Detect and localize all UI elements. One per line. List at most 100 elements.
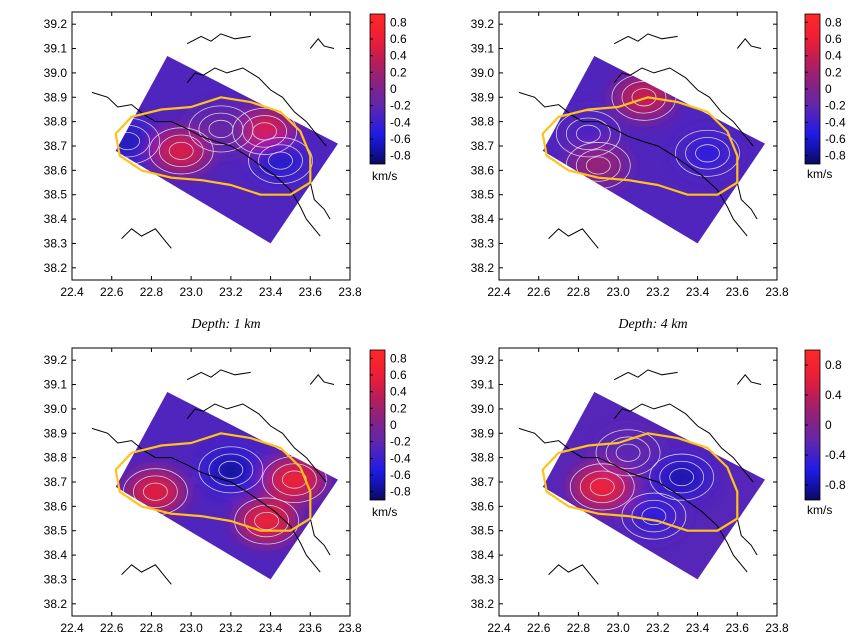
contour-1-1 <box>631 88 657 107</box>
contour-2-3 <box>649 453 715 501</box>
colorbar-tick-label: 0.8 <box>825 358 842 372</box>
x-tick-label: 22.8 <box>567 621 591 635</box>
contour-1-2 <box>579 470 625 504</box>
contour-4-3 <box>248 137 313 185</box>
y-tick-label: 39.0 <box>471 66 495 80</box>
contour-2-1 <box>695 144 720 163</box>
y-tick-label: 38.7 <box>471 475 495 489</box>
contour-1-3 <box>569 463 635 511</box>
panel-2: 38.2 38.3 38.4 38.5 38.6 38.7 38.8 38.9 39.0 39.1… <box>471 11 846 332</box>
x-tick-label: 23.8 <box>338 621 362 635</box>
velocity-field <box>115 55 339 244</box>
contour-2-2 <box>132 475 178 508</box>
colorbar-tick-label: 0.2 <box>390 401 407 415</box>
contour-4-2 <box>258 144 303 177</box>
x-tick-label: 23.4 <box>259 285 283 299</box>
coastline-4 <box>736 374 762 385</box>
resolution-outline <box>541 432 739 532</box>
y-tick-label: 38.8 <box>471 115 495 129</box>
x-tick-label: 23.6 <box>299 621 323 635</box>
y-tick-label: 39.0 <box>44 66 68 80</box>
contour-4-2 <box>575 149 621 182</box>
y-tick-label: 39.2 <box>44 353 68 367</box>
y-tick-label: 39.1 <box>471 378 495 392</box>
y-tick-label: 38.4 <box>44 548 68 562</box>
colorbar-tick-label: 0.2 <box>825 65 842 79</box>
y-tick-label: 38.9 <box>44 426 68 440</box>
background-field <box>542 391 766 580</box>
coastline-5 <box>548 228 599 249</box>
contour-4-3 <box>595 429 661 477</box>
colorbar-tick-label: 0.4 <box>390 49 407 63</box>
contour-4-1 <box>585 156 611 175</box>
y-tick-label: 38.6 <box>471 499 495 513</box>
coastline-3 <box>613 33 678 45</box>
x-tick-label: 23.4 <box>686 285 710 299</box>
contour-5-3 <box>188 105 254 153</box>
anomaly-core-2 <box>691 142 724 165</box>
panel-4: 38.2 38.3 38.4 38.5 38.6 38.7 38.8 38.9 39.0 39.1… <box>471 347 846 635</box>
x-tick-label: 22.6 <box>527 621 551 635</box>
anomaly-core-2 <box>139 480 172 503</box>
contour-1-1 <box>115 132 140 151</box>
y-tick-label: 38.5 <box>44 188 68 202</box>
x-tick-label: 23.8 <box>765 285 789 299</box>
colorbar-tick-label: -0.6 <box>390 132 411 146</box>
x-tick-label: 23.2 <box>646 285 670 299</box>
y-tick-label: 38.3 <box>44 572 68 586</box>
colorbar-tick-label: -0.4 <box>390 451 411 465</box>
anomaly-core-2 <box>665 466 698 489</box>
y-tick-label: 38.5 <box>44 524 68 538</box>
colorbar-tick-label: 0.4 <box>825 388 842 402</box>
contour-3-1 <box>641 507 667 526</box>
colorbar-unit: km/s <box>372 169 397 183</box>
anomaly-core-5 <box>204 117 237 140</box>
y-tick-label: 39.2 <box>471 353 495 367</box>
y-tick-label: 39.1 <box>44 42 68 56</box>
x-tick-label: 22.8 <box>567 285 591 299</box>
contour-2-2 <box>659 460 705 494</box>
colorbar-tick-label: -0.8 <box>825 478 846 492</box>
anomaly-core-2 <box>165 139 198 162</box>
contour-2-1 <box>142 482 168 501</box>
colorbar-tick-label: 0.4 <box>390 385 407 399</box>
x-tick-label: 23.0 <box>606 285 630 299</box>
coastline-6 <box>309 518 331 556</box>
x-tick-label: 23.2 <box>646 621 670 635</box>
colorbar-tick-label: -0.2 <box>825 99 846 113</box>
contour-5-2 <box>198 112 244 146</box>
colorbar-tick-label: -0.6 <box>825 132 846 146</box>
anomaly-core-4 <box>612 441 645 464</box>
colorbar-tick-label: 0.6 <box>390 32 407 46</box>
coastline-6 <box>309 182 331 220</box>
y-tick-label: 39.1 <box>44 378 68 392</box>
x-tick-label: 22.6 <box>527 285 551 299</box>
y-tick-label: 38.8 <box>44 115 68 129</box>
x-tick-label: 22.6 <box>100 621 124 635</box>
x-tick-label: 23.2 <box>219 285 243 299</box>
anomaly-core-1 <box>214 458 247 481</box>
contour-1-2 <box>621 81 667 114</box>
coastline-6 <box>736 182 758 220</box>
panel-3: 38.2 38.3 38.4 38.5 38.6 38.7 38.8 38.9 39.0 39.1… <box>44 347 411 635</box>
y-tick-label: 38.6 <box>471 163 495 177</box>
contour-2-2 <box>158 134 204 168</box>
colorbar-tick-label: -0.6 <box>390 468 411 482</box>
contour-3-3 <box>555 110 621 158</box>
anomaly-core-4 <box>264 149 297 172</box>
x-tick-label: 22.6 <box>100 285 124 299</box>
colorbar-tick-label: 0 <box>390 82 397 96</box>
contour-3-2 <box>565 117 611 151</box>
colorbar-tick-label: 0.8 <box>390 351 407 365</box>
colorbar-tick-label: -0.2 <box>390 99 411 113</box>
x-tick-label: 22.4 <box>487 621 511 635</box>
y-tick-label: 38.2 <box>471 261 495 275</box>
y-tick-label: 38.2 <box>44 261 68 275</box>
x-tick-label: 22.4 <box>487 285 511 299</box>
coastline-4 <box>309 374 335 385</box>
contour-1-1 <box>589 477 615 496</box>
x-tick-label: 22.4 <box>60 621 84 635</box>
x-tick-label: 22.8 <box>140 285 164 299</box>
contour-2-2 <box>685 137 730 170</box>
colorbar-tick-label: -0.8 <box>390 485 411 499</box>
